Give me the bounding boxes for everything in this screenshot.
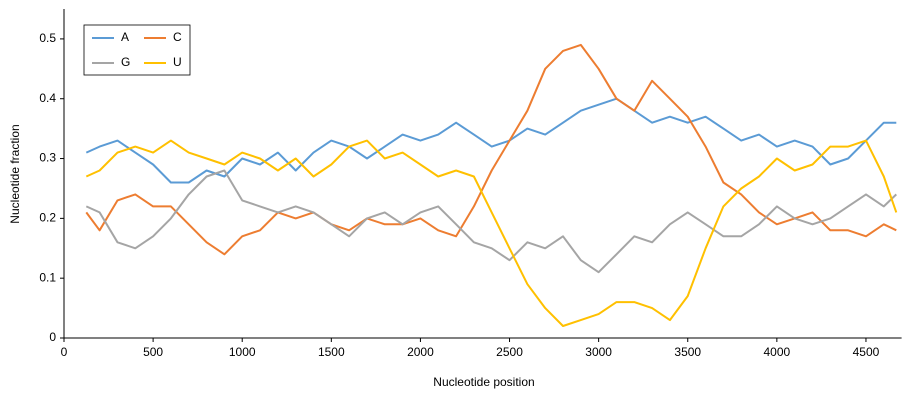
x-tick-label: 0 [61,345,68,359]
series-line [85,169,897,274]
legend-label: C [173,30,182,44]
x-tick-label: 4000 [763,345,790,359]
x-tick-label: 3000 [585,345,612,359]
x-tick-label: 3500 [674,345,701,359]
x-tick-label: 4500 [853,345,880,359]
legend-label: G [121,55,130,69]
series-line [85,139,898,327]
x-tick-label: 1000 [229,345,256,359]
series-line [85,97,897,184]
x-tick-label: 500 [143,345,163,359]
y-tick-label: 0.3 [39,151,56,165]
legend-label: A [121,30,129,44]
x-tick-label: 2000 [407,345,434,359]
y-tick-label: 0.1 [39,270,56,284]
x-tick-label: 1500 [318,345,345,359]
x-tick-label: 2500 [496,345,523,359]
legend-box [83,24,191,76]
series-line [85,43,897,256]
legend-label: U [173,55,182,69]
y-tick-label: 0.2 [39,211,56,225]
y-tick-label: 0.4 [39,91,56,105]
y-axis-label: Nucleotide fraction [8,124,22,223]
y-tick-label: 0 [49,330,56,344]
x-axis-label: Nucleotide position [433,375,534,389]
y-tick-label: 0.5 [39,31,56,45]
